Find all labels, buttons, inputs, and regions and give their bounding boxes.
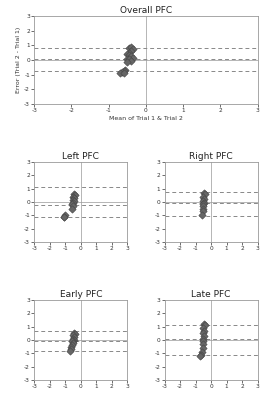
Point [200,208,205,214]
Point [125,51,129,57]
Point [203,322,207,328]
Point [127,45,131,52]
Point [69,344,74,350]
Point [71,197,75,203]
Point [72,195,76,201]
Point [72,330,76,336]
Point [71,336,75,342]
Point [62,214,66,220]
Point [70,201,74,207]
Point [71,340,75,346]
Point [71,200,75,206]
Point [131,55,135,61]
Point [129,58,133,64]
Point [70,342,74,348]
Title: Right PFC: Right PFC [189,152,233,161]
Point [202,196,206,202]
Point [72,198,76,204]
Point [203,191,207,197]
Point [122,70,126,76]
Point [123,67,128,74]
Point [200,338,205,344]
Point [201,330,205,336]
Point [71,332,75,338]
Point [200,345,205,351]
Point [71,338,75,344]
Y-axis label: Error (Trial 2 - Trial 1): Error (Trial 2 - Trial 1) [16,27,21,93]
Point [72,192,77,198]
Point [72,331,77,337]
X-axis label: Mean of Trial 1 & Trial 2: Mean of Trial 1 & Trial 2 [109,116,183,121]
Point [129,44,133,50]
Point [72,337,76,343]
Point [200,349,204,355]
Point [198,353,203,359]
Point [200,203,205,209]
Point [201,198,205,204]
Point [120,68,124,75]
Point [201,194,205,200]
Point [72,334,76,340]
Point [72,191,76,197]
Title: Early PFC: Early PFC [59,290,102,299]
Point [125,56,129,62]
Point [127,52,131,58]
Point [201,325,205,331]
Point [131,46,135,52]
Point [200,212,204,218]
Point [202,190,206,196]
Point [201,336,205,342]
Point [68,348,72,354]
Point [71,203,75,209]
Point [201,341,205,347]
Point [71,194,75,200]
Title: Late PFC: Late PFC [191,290,231,299]
Point [202,333,206,339]
Point [70,338,74,344]
Title: Overall PFC: Overall PFC [120,6,172,15]
Point [62,214,67,220]
Point [69,346,73,352]
Point [122,68,126,74]
Point [201,206,205,212]
Point [201,201,205,207]
Point [70,206,74,212]
Point [199,352,203,358]
Point [125,59,129,66]
Point [202,328,206,334]
Point [127,50,131,56]
Point [129,48,133,54]
Point [202,200,206,206]
Point [202,321,206,327]
Title: Left PFC: Left PFC [62,152,99,161]
Point [118,69,122,76]
Point [127,55,131,62]
Point [63,212,67,218]
Point [129,53,133,60]
